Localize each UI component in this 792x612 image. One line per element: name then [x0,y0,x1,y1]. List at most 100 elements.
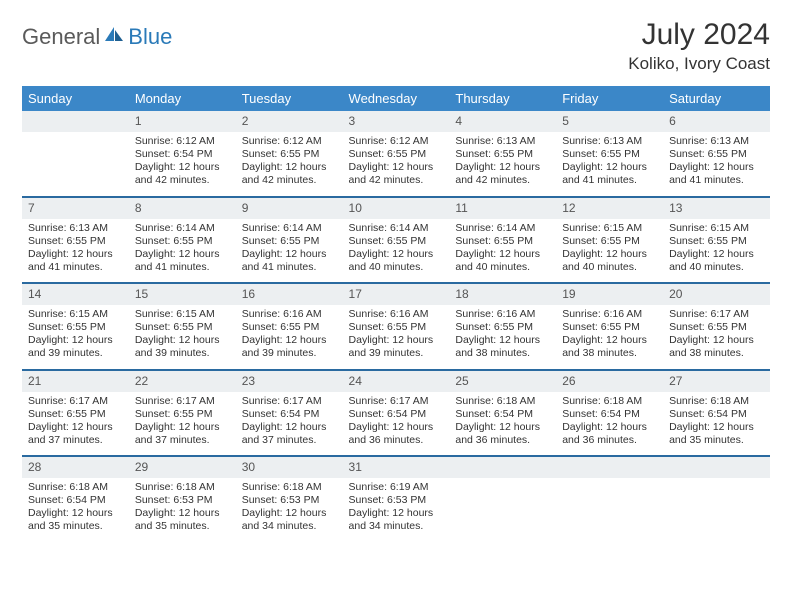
daylight-line: Daylight: 12 hours and 41 minutes. [242,248,337,274]
day-body: Sunrise: 6:18 AMSunset: 6:54 PMDaylight:… [22,478,129,542]
day-number: 28 [22,457,129,478]
daylight-line: Daylight: 12 hours and 39 minutes. [28,334,123,360]
daylight-line: Daylight: 12 hours and 36 minutes. [349,421,444,447]
day-body: Sunrise: 6:16 AMSunset: 6:55 PMDaylight:… [343,305,450,369]
daylight-line: Daylight: 12 hours and 40 minutes. [669,248,764,274]
day-number: 31 [343,457,450,478]
day-number [449,457,556,478]
day-body: Sunrise: 6:19 AMSunset: 6:53 PMDaylight:… [343,478,450,542]
calendar-cell [449,457,556,542]
sunset-line: Sunset: 6:54 PM [455,408,550,421]
day-body: Sunrise: 6:12 AMSunset: 6:55 PMDaylight:… [236,132,343,196]
sunrise-line: Sunrise: 6:13 AM [455,135,550,148]
sunset-line: Sunset: 6:54 PM [242,408,337,421]
weekday-header: Monday [129,86,236,111]
day-number [22,111,129,132]
day-body: Sunrise: 6:18 AMSunset: 6:53 PMDaylight:… [236,478,343,542]
sunset-line: Sunset: 6:55 PM [242,235,337,248]
calendar-cell: 27Sunrise: 6:18 AMSunset: 6:54 PMDayligh… [663,371,770,457]
calendar-cell: 9Sunrise: 6:14 AMSunset: 6:55 PMDaylight… [236,198,343,284]
sunrise-line: Sunrise: 6:12 AM [349,135,444,148]
location-subtitle: Koliko, Ivory Coast [628,54,770,74]
daylight-line: Daylight: 12 hours and 39 minutes. [242,334,337,360]
calendar-cell: 24Sunrise: 6:17 AMSunset: 6:54 PMDayligh… [343,371,450,457]
daylight-line: Daylight: 12 hours and 40 minutes. [349,248,444,274]
daylight-line: Daylight: 12 hours and 41 minutes. [669,161,764,187]
calendar-cell: 31Sunrise: 6:19 AMSunset: 6:53 PMDayligh… [343,457,450,542]
calendar-cell: 30Sunrise: 6:18 AMSunset: 6:53 PMDayligh… [236,457,343,542]
sunset-line: Sunset: 6:55 PM [669,235,764,248]
sunset-line: Sunset: 6:55 PM [669,321,764,334]
daylight-line: Daylight: 12 hours and 35 minutes. [669,421,764,447]
day-number: 4 [449,111,556,132]
sunset-line: Sunset: 6:55 PM [28,321,123,334]
logo-text-blue: Blue [128,27,172,47]
calendar-cell: 11Sunrise: 6:14 AMSunset: 6:55 PMDayligh… [449,198,556,284]
day-number: 11 [449,198,556,219]
daylight-line: Daylight: 12 hours and 37 minutes. [242,421,337,447]
day-body: Sunrise: 6:13 AMSunset: 6:55 PMDaylight:… [449,132,556,196]
day-number: 14 [22,284,129,305]
sunset-line: Sunset: 6:54 PM [669,408,764,421]
day-number: 26 [556,371,663,392]
sunset-line: Sunset: 6:55 PM [349,235,444,248]
calendar-cell: 14Sunrise: 6:15 AMSunset: 6:55 PMDayligh… [22,284,129,370]
day-number: 7 [22,198,129,219]
day-number: 27 [663,371,770,392]
day-number: 20 [663,284,770,305]
calendar-cell: 20Sunrise: 6:17 AMSunset: 6:55 PMDayligh… [663,284,770,370]
day-number: 17 [343,284,450,305]
day-body: Sunrise: 6:12 AMSunset: 6:55 PMDaylight:… [343,132,450,196]
sunrise-line: Sunrise: 6:17 AM [669,308,764,321]
day-number: 15 [129,284,236,305]
sunrise-line: Sunrise: 6:18 AM [135,481,230,494]
day-body: Sunrise: 6:15 AMSunset: 6:55 PMDaylight:… [663,219,770,283]
calendar-cell: 21Sunrise: 6:17 AMSunset: 6:55 PMDayligh… [22,371,129,457]
sunrise-line: Sunrise: 6:17 AM [135,395,230,408]
day-number: 16 [236,284,343,305]
weekday-header: Tuesday [236,86,343,111]
day-number [663,457,770,478]
logo-sail-icon [104,26,124,49]
sunset-line: Sunset: 6:53 PM [349,494,444,507]
weekday-header: Thursday [449,86,556,111]
sunset-line: Sunset: 6:55 PM [28,408,123,421]
sunrise-line: Sunrise: 6:14 AM [349,222,444,235]
weekday-header: Friday [556,86,663,111]
sunrise-line: Sunrise: 6:13 AM [562,135,657,148]
day-body: Sunrise: 6:15 AMSunset: 6:55 PMDaylight:… [129,305,236,369]
day-body: Sunrise: 6:17 AMSunset: 6:55 PMDaylight:… [663,305,770,369]
calendar-cell: 8Sunrise: 6:14 AMSunset: 6:55 PMDaylight… [129,198,236,284]
calendar-cell: 17Sunrise: 6:16 AMSunset: 6:55 PMDayligh… [343,284,450,370]
calendar-cell: 1Sunrise: 6:12 AMSunset: 6:54 PMDaylight… [129,111,236,197]
day-body: Sunrise: 6:15 AMSunset: 6:55 PMDaylight:… [22,305,129,369]
title-block: July 2024 Koliko, Ivory Coast [628,18,770,74]
day-body [449,478,556,528]
calendar-cell: 10Sunrise: 6:14 AMSunset: 6:55 PMDayligh… [343,198,450,284]
sunset-line: Sunset: 6:55 PM [242,321,337,334]
daylight-line: Daylight: 12 hours and 38 minutes. [455,334,550,360]
sunrise-line: Sunrise: 6:18 AM [562,395,657,408]
day-number: 18 [449,284,556,305]
sunset-line: Sunset: 6:54 PM [135,148,230,161]
sunset-line: Sunset: 6:55 PM [562,321,657,334]
calendar-cell: 23Sunrise: 6:17 AMSunset: 6:54 PMDayligh… [236,371,343,457]
sunset-line: Sunset: 6:55 PM [242,148,337,161]
day-body: Sunrise: 6:18 AMSunset: 6:53 PMDaylight:… [129,478,236,542]
day-body: Sunrise: 6:17 AMSunset: 6:55 PMDaylight:… [129,392,236,456]
sunrise-line: Sunrise: 6:15 AM [562,222,657,235]
daylight-line: Daylight: 12 hours and 36 minutes. [562,421,657,447]
day-number: 8 [129,198,236,219]
calendar-cell: 22Sunrise: 6:17 AMSunset: 6:55 PMDayligh… [129,371,236,457]
sunrise-line: Sunrise: 6:17 AM [28,395,123,408]
sunset-line: Sunset: 6:55 PM [28,235,123,248]
sunset-line: Sunset: 6:55 PM [349,148,444,161]
sunrise-line: Sunrise: 6:12 AM [242,135,337,148]
daylight-line: Daylight: 12 hours and 34 minutes. [242,507,337,533]
day-number: 29 [129,457,236,478]
day-body: Sunrise: 6:15 AMSunset: 6:55 PMDaylight:… [556,219,663,283]
calendar-cell [556,457,663,542]
day-number: 19 [556,284,663,305]
day-body: Sunrise: 6:13 AMSunset: 6:55 PMDaylight:… [556,132,663,196]
calendar-cell: 18Sunrise: 6:16 AMSunset: 6:55 PMDayligh… [449,284,556,370]
